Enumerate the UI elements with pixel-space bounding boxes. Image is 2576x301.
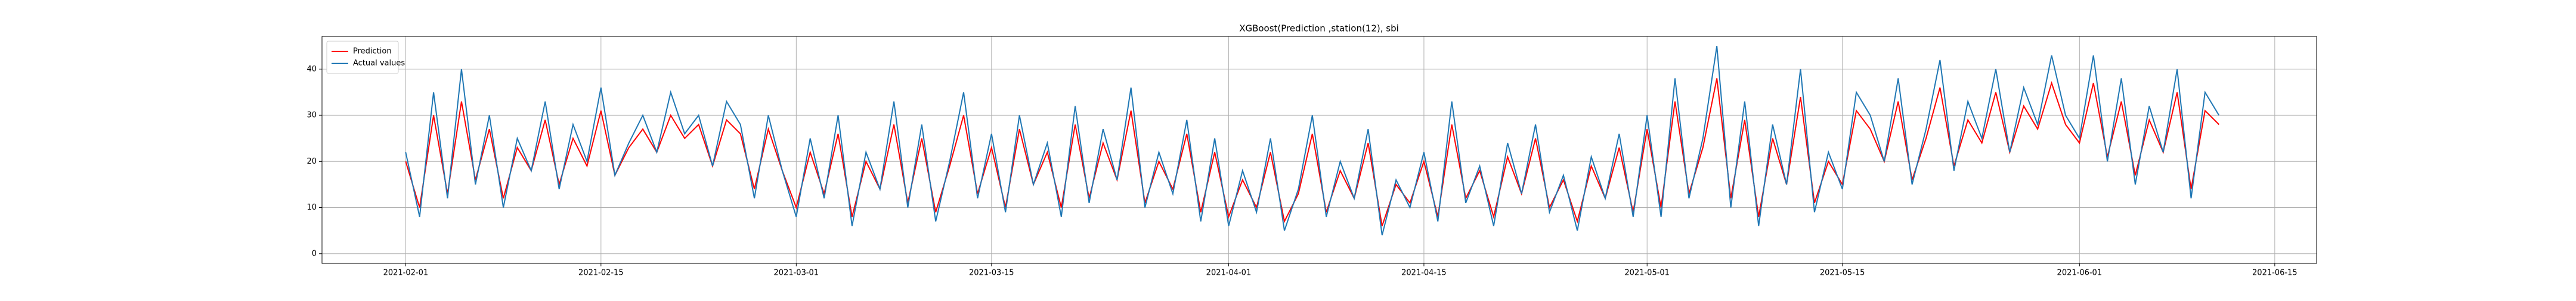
line-series bbox=[405, 46, 2220, 236]
plot-frame bbox=[321, 36, 2317, 264]
y-tick-label: 10 bbox=[306, 203, 317, 212]
x-tick-label: 2021-02-15 bbox=[578, 269, 624, 278]
line-series bbox=[405, 78, 2220, 226]
legend-label: Prediction bbox=[353, 47, 392, 56]
legend-label: Actual values bbox=[353, 59, 405, 68]
x-tick-label: 2021-06-15 bbox=[2252, 269, 2298, 278]
x-tick-label: 2021-06-01 bbox=[2057, 269, 2103, 278]
x-tick-label: 2021-04-15 bbox=[1401, 269, 1447, 278]
x-tick-label: 2021-03-01 bbox=[774, 269, 819, 278]
legend-box bbox=[326, 41, 399, 74]
chart-title: XGBoost(Prediction ,station(12), sbi bbox=[1239, 23, 1399, 34]
x-tick-label: 2021-05-01 bbox=[1624, 269, 1670, 278]
x-tick-label: 2021-03-15 bbox=[969, 269, 1014, 278]
x-tick-label: 2021-02-01 bbox=[383, 269, 429, 278]
y-tick-label: 0 bbox=[312, 249, 317, 258]
x-tick-label: 2021-05-15 bbox=[1820, 269, 1865, 278]
x-tick-label: 2021-04-01 bbox=[1206, 269, 1252, 278]
y-tick-label: 40 bbox=[306, 64, 317, 73]
y-tick-label: 20 bbox=[306, 157, 317, 166]
y-tick-label: 30 bbox=[306, 111, 317, 120]
